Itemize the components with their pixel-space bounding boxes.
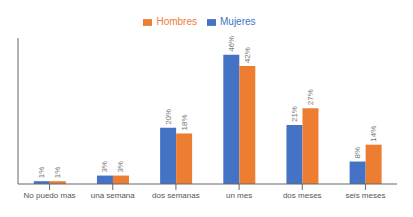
svg-text:8%: 8%	[353, 147, 362, 159]
svg-text:42%: 42%	[243, 47, 252, 63]
html-text:Mujeres: Mujeres	[220, 16, 256, 27]
svg-text:3%: 3%	[116, 161, 125, 173]
svg-text:1%: 1%	[37, 167, 46, 179]
svg-text:18%: 18%	[180, 114, 189, 130]
svg-text:dos meses: dos meses	[283, 191, 322, 200]
svg-text:dos semanas: dos semanas	[152, 191, 200, 200]
svg-text:14%: 14%	[369, 126, 378, 142]
svg-text:una semana: una semana	[91, 191, 136, 200]
svg-text:20%: 20%	[164, 109, 173, 125]
svg-text:21%: 21%	[290, 106, 299, 122]
svg-text:1%: 1%	[53, 167, 62, 179]
svg-text:3%: 3%	[100, 161, 109, 173]
svg-text:un mes: un mes	[226, 191, 252, 200]
html-text:Hombres: Hombres	[156, 16, 197, 27]
svg-text:46%: 46%	[227, 36, 236, 52]
svg-text:No puedo mas: No puedo mas	[24, 191, 76, 200]
svg-text:27%: 27%	[306, 89, 315, 105]
svg-text:seis meses: seis meses	[345, 191, 385, 200]
